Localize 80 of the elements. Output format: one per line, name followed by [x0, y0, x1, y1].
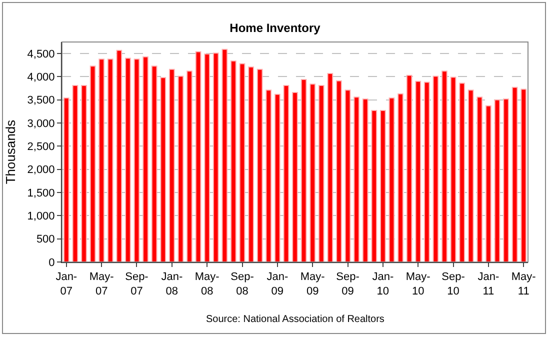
y-tick-label: 0 — [48, 256, 55, 269]
x-tick-label: May-07 — [89, 271, 114, 298]
bar — [168, 68, 175, 262]
x-tick-label: Jan-11 — [478, 271, 500, 298]
bar — [354, 96, 360, 262]
bar — [494, 99, 500, 262]
bar — [344, 90, 351, 262]
bar — [503, 98, 509, 262]
bar — [178, 76, 184, 262]
bar — [204, 54, 210, 262]
x-tick-label: Jan-07 — [56, 271, 78, 298]
bar — [72, 85, 78, 262]
bar — [424, 82, 430, 262]
x-tick-label: Jan-08 — [161, 271, 183, 298]
bar — [81, 85, 87, 262]
x-tick-label: Sep-07 — [125, 271, 149, 298]
bar — [116, 50, 122, 262]
bar — [371, 110, 378, 262]
bar — [512, 86, 518, 262]
bar — [450, 76, 456, 262]
x-tick-label: Sep-10 — [442, 271, 466, 298]
bar — [459, 82, 465, 262]
bar — [90, 66, 96, 262]
bar — [362, 98, 368, 262]
bar — [222, 48, 228, 262]
bar — [266, 90, 272, 262]
bar — [468, 90, 474, 262]
bar — [327, 72, 334, 262]
bar — [300, 79, 307, 262]
y-tick-label: 1,500 — [27, 187, 55, 200]
bar — [476, 96, 483, 262]
y-axis-title: Thousands — [3, 119, 18, 184]
y-tick-label: 2,500 — [27, 141, 55, 154]
bar — [134, 58, 140, 262]
bar — [292, 92, 298, 262]
x-tick-label: Jan-10 — [372, 271, 394, 298]
chart-title: Home Inventory — [230, 21, 321, 36]
bar — [63, 98, 70, 262]
y-tick-label: 4,500 — [27, 48, 55, 60]
bar — [406, 74, 412, 262]
x-tick-label: Jan-09 — [266, 271, 288, 298]
bar — [380, 110, 386, 262]
bar — [442, 70, 448, 262]
x-tick-label: May-09 — [300, 271, 326, 298]
bar — [125, 58, 131, 262]
y-tick-label: 2,000 — [27, 164, 55, 176]
bar — [310, 84, 316, 262]
bar — [256, 68, 263, 262]
bar — [186, 70, 192, 262]
y-tick-label: 4,000 — [27, 72, 55, 84]
bar — [318, 85, 324, 262]
y-tick-label: 500 — [36, 234, 55, 246]
x-tick-label: Sep-08 — [230, 271, 254, 298]
bar — [398, 93, 404, 262]
bar — [142, 56, 148, 262]
bar — [230, 60, 236, 262]
bar — [151, 66, 158, 262]
y-tick-label: 3,000 — [27, 118, 55, 130]
bar — [336, 80, 342, 262]
bar — [160, 77, 166, 262]
x-tick-label: May-11 — [511, 271, 536, 298]
bar — [98, 58, 104, 262]
bar — [415, 80, 422, 262]
x-tick-label: May-08 — [194, 271, 220, 298]
bar — [195, 51, 202, 262]
y-tick-label: 3,500 — [27, 94, 55, 107]
bar — [248, 66, 254, 262]
bar — [239, 63, 246, 262]
x-tick-label: Sep-09 — [336, 271, 360, 298]
y-tick-label: 1,000 — [27, 210, 55, 223]
bar — [283, 85, 290, 262]
bar — [107, 58, 114, 262]
bar — [432, 76, 439, 262]
x-tick-label: May-10 — [406, 271, 431, 298]
bar — [388, 98, 395, 262]
bar — [486, 105, 492, 262]
source-note: Source: National Association of Realtors — [206, 314, 384, 325]
bar — [520, 88, 527, 262]
bar — [212, 52, 219, 262]
bar — [274, 94, 280, 262]
